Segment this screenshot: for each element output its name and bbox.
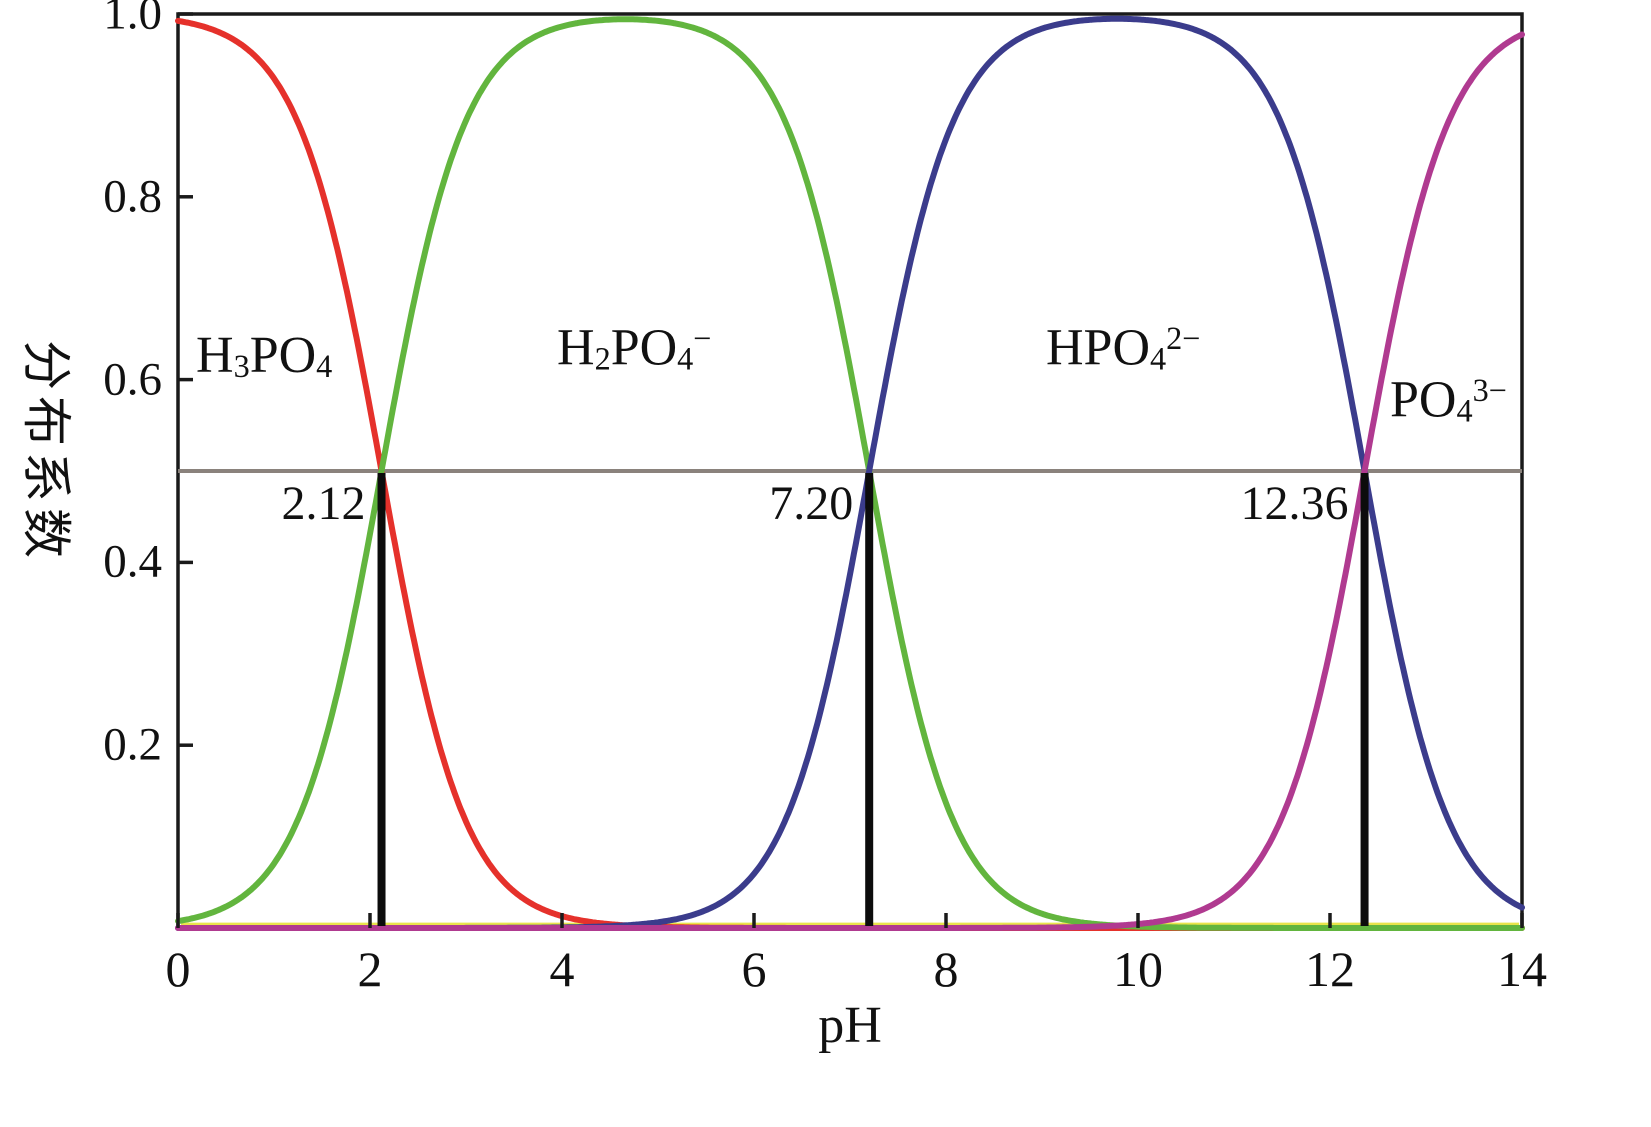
y-tick-label: 1.0: [103, 0, 162, 40]
formula-part: PO: [610, 319, 678, 377]
x-tick-label: 0: [165, 941, 191, 997]
formula-part: 4: [1150, 340, 1167, 377]
x-axis-title: pH: [818, 997, 882, 1054]
formula-part: 4: [1456, 392, 1473, 429]
x-tick-label: 12: [1305, 941, 1355, 997]
formula-part: 4: [316, 348, 333, 385]
series-label-h3po4: H3PO4: [196, 327, 333, 385]
x-tick-label: 6: [741, 941, 767, 997]
x-tick-label: 2: [357, 941, 383, 997]
x-tick-label: 14: [1497, 941, 1547, 997]
y-tick-label: 0.6: [103, 353, 162, 406]
x-tick-label: 4: [549, 941, 575, 997]
y-axis-title: 分布系数: [18, 340, 74, 564]
formula-part: 2: [594, 340, 611, 377]
series-label-h2po4: H2PO4−: [557, 322, 711, 375]
formula-part: 2−: [1166, 320, 1201, 356]
x-tick-label: 10: [1113, 941, 1163, 997]
pka-value-label: 7.20: [769, 477, 854, 530]
y-tick-label: 0.8: [103, 170, 162, 223]
formula-part: 4: [677, 340, 694, 377]
formula-part: 3: [233, 348, 250, 385]
y-tick-label: 0.2: [103, 718, 162, 771]
series-label-po4: PO43−: [1390, 374, 1507, 427]
formula-part: PO: [249, 327, 317, 384]
formula-part: H: [557, 319, 595, 377]
formula-part: PO: [1390, 371, 1457, 429]
formula-part: H: [196, 327, 234, 384]
formula-part: −: [693, 320, 712, 356]
pka-value-label: 12.36: [1240, 477, 1349, 530]
curve-po4-3-: [175, 31, 1525, 931]
x-tick-label: 8: [933, 941, 959, 997]
curve-h2po4-: [175, 16, 1525, 931]
pka-value-label: 2.12: [281, 477, 366, 530]
y-tick-label: 0.4: [103, 535, 162, 588]
formula-part: 3−: [1472, 372, 1507, 408]
formula-part: HPO: [1046, 319, 1151, 377]
series-label-hpo4: HPO42−: [1046, 322, 1200, 375]
